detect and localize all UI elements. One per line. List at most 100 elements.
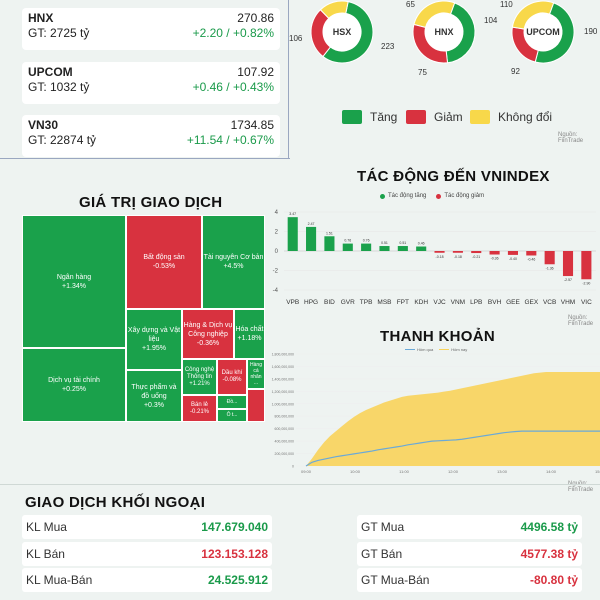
impact-bar	[361, 243, 372, 251]
index-value: 1734.85	[230, 118, 274, 132]
treemap-cell: Ô t...	[217, 409, 247, 422]
impact-bar	[287, 217, 298, 251]
legend-swatch-flat	[470, 110, 490, 124]
treemap-cell: Bất động sản -0.53%	[126, 215, 202, 309]
x-tick-label: MSB	[377, 299, 391, 306]
x-tick-label: 09:00	[301, 469, 312, 474]
legend-swatch-up	[342, 110, 362, 124]
impact-bar	[379, 246, 390, 251]
treemap-cell: Hóa chất +1.18%	[234, 309, 265, 359]
impact-bar	[489, 251, 500, 255]
impact-bar	[416, 246, 427, 251]
donut-upcom-down-label: 92	[511, 67, 520, 76]
bar-value-label: -0.40	[509, 257, 517, 261]
x-tick-label: 11:00	[399, 469, 409, 474]
impact-source: Nguồn: FiinTrade	[568, 315, 594, 327]
x-tick-label: VPB	[286, 299, 299, 306]
impact-bar-chart: 4 2 0 -2 -4 3.47 VPB 2.47 HPG 1.51 BID 0.76 GVR 0.76 T…	[273, 210, 596, 306]
bar-value-label: 0.51	[381, 241, 388, 245]
bar-value-label: 0.76	[344, 239, 351, 243]
donut-hsx-down-label: 106	[289, 34, 303, 43]
y-tick-label: 1,400,000,000	[272, 377, 294, 381]
liquidity-legend-yesterday: Hôm qua	[417, 347, 434, 352]
y-tick-label: 1,000,000,000	[272, 402, 294, 406]
y-tick-label: -4	[273, 288, 279, 294]
area-today	[306, 372, 600, 466]
legend-dot-up	[380, 193, 385, 199]
y-tick-label: 600,000,000	[275, 427, 295, 431]
donut-hsx-up-label: 223	[381, 42, 395, 51]
index-change: +11.54 / +0.67%	[186, 133, 274, 147]
x-tick-label: 13:00	[497, 469, 508, 474]
donut-center-label: UPCOM	[526, 27, 560, 37]
donut-hole	[425, 13, 463, 51]
x-tick-label: 14:00	[546, 469, 557, 474]
legend-line-today	[439, 349, 450, 350]
impact-bar	[324, 236, 335, 251]
treemap-cell: Tài nguyên Cơ bản +4.5%	[202, 215, 265, 309]
donut-center-label: HNX	[434, 27, 453, 37]
liquidity-legend-today: Hôm nay	[451, 347, 468, 352]
legend-down: Giảm	[406, 110, 463, 124]
vertical-divider	[288, 0, 289, 158]
y-tick-label: 800,000,000	[275, 415, 295, 419]
x-tick-label: 15:00	[595, 469, 600, 474]
bar-value-label: -0.21	[472, 255, 480, 259]
donut-hole	[524, 13, 562, 51]
treemap-cell: Đồ...	[217, 395, 247, 409]
foreign-title: GIAO DỊCH KHỐI NGOẠI	[25, 494, 206, 511]
impact-bar	[562, 251, 574, 277]
legend-dot-down	[436, 193, 442, 199]
donut-hnx-down-label: 75	[418, 68, 427, 77]
index-volume: GT: 1032 tỷ	[28, 80, 90, 94]
x-tick-label: GEE	[506, 299, 520, 306]
x-tick-label: 10:00	[350, 469, 361, 474]
bar-value-label: 0.46	[418, 242, 425, 246]
y-tick-label: 1,800,000,000	[272, 353, 294, 357]
bar-value-label: -2.90	[582, 281, 590, 285]
impact-bar	[397, 246, 408, 251]
section-divider	[0, 484, 600, 485]
x-tick-label: GEX	[524, 299, 538, 306]
y-tick-label: 0	[292, 465, 294, 469]
legend-up-label: Tăng	[370, 110, 398, 124]
treemap-cell: Hàng & Dịch vụ Công nghiệp -0.36%	[182, 309, 234, 359]
bar-value-label: 3.47	[289, 212, 296, 216]
treemap-title: GIÁ TRỊ GIAO DỊCH	[79, 194, 223, 211]
treemap-cell: Hàng cá nhân...	[247, 359, 265, 389]
impact-bar	[452, 251, 463, 253]
bar-value-label: -0.18	[454, 255, 462, 259]
bar-value-label: 0.76	[363, 239, 370, 243]
x-tick-label: 12:00	[448, 469, 459, 474]
legend-flat-label: Không đổi	[498, 110, 553, 124]
donut-upcom-flat-label: 110	[500, 0, 513, 9]
y-tick-label: -2	[273, 269, 279, 275]
index-volume: GT: 22874 tỷ	[28, 133, 97, 147]
impact-bar	[471, 251, 482, 254]
impact-title: TÁC ĐỘNG ĐẾN VNINDEX	[357, 168, 550, 185]
x-tick-label: LPB	[470, 299, 482, 306]
treemap-cell: Dịch vụ tài chính +0.25%	[22, 348, 126, 422]
legend-line-yesterday	[405, 349, 415, 350]
index-value: 107.92	[237, 65, 274, 79]
foreign-row: GT Mua 4496.58 tỷ	[357, 515, 582, 539]
legend-down-label: Giảm	[434, 110, 463, 124]
y-tick-label: 4	[275, 210, 279, 216]
y-tick-label: 2	[275, 230, 279, 236]
x-tick-label: KDH	[414, 299, 428, 306]
y-tick-label: 200,000,000	[275, 452, 295, 456]
index-name: HNX	[28, 11, 54, 25]
x-tick-label: VIC	[581, 299, 592, 306]
impact-legend-down: Tác động giảm	[444, 193, 485, 199]
donut-hole	[323, 13, 361, 51]
foreign-row: GT Bán 4577.38 tỷ	[357, 542, 582, 566]
x-tick-label: VJC	[433, 299, 446, 306]
impact-bar	[507, 251, 518, 255]
bar-value-label: 0.51	[399, 241, 406, 245]
x-tick-label: VHM	[561, 299, 575, 306]
market-breadth-donuts: HSX HNX UPCOM	[310, 0, 575, 64]
bar-value-label: -2.57	[564, 278, 572, 282]
foreign-row: KL Mua-Bán 24.525.912	[22, 568, 272, 592]
horizontal-divider	[0, 158, 290, 159]
impact-legend-up: Tác động tăng	[388, 193, 427, 199]
